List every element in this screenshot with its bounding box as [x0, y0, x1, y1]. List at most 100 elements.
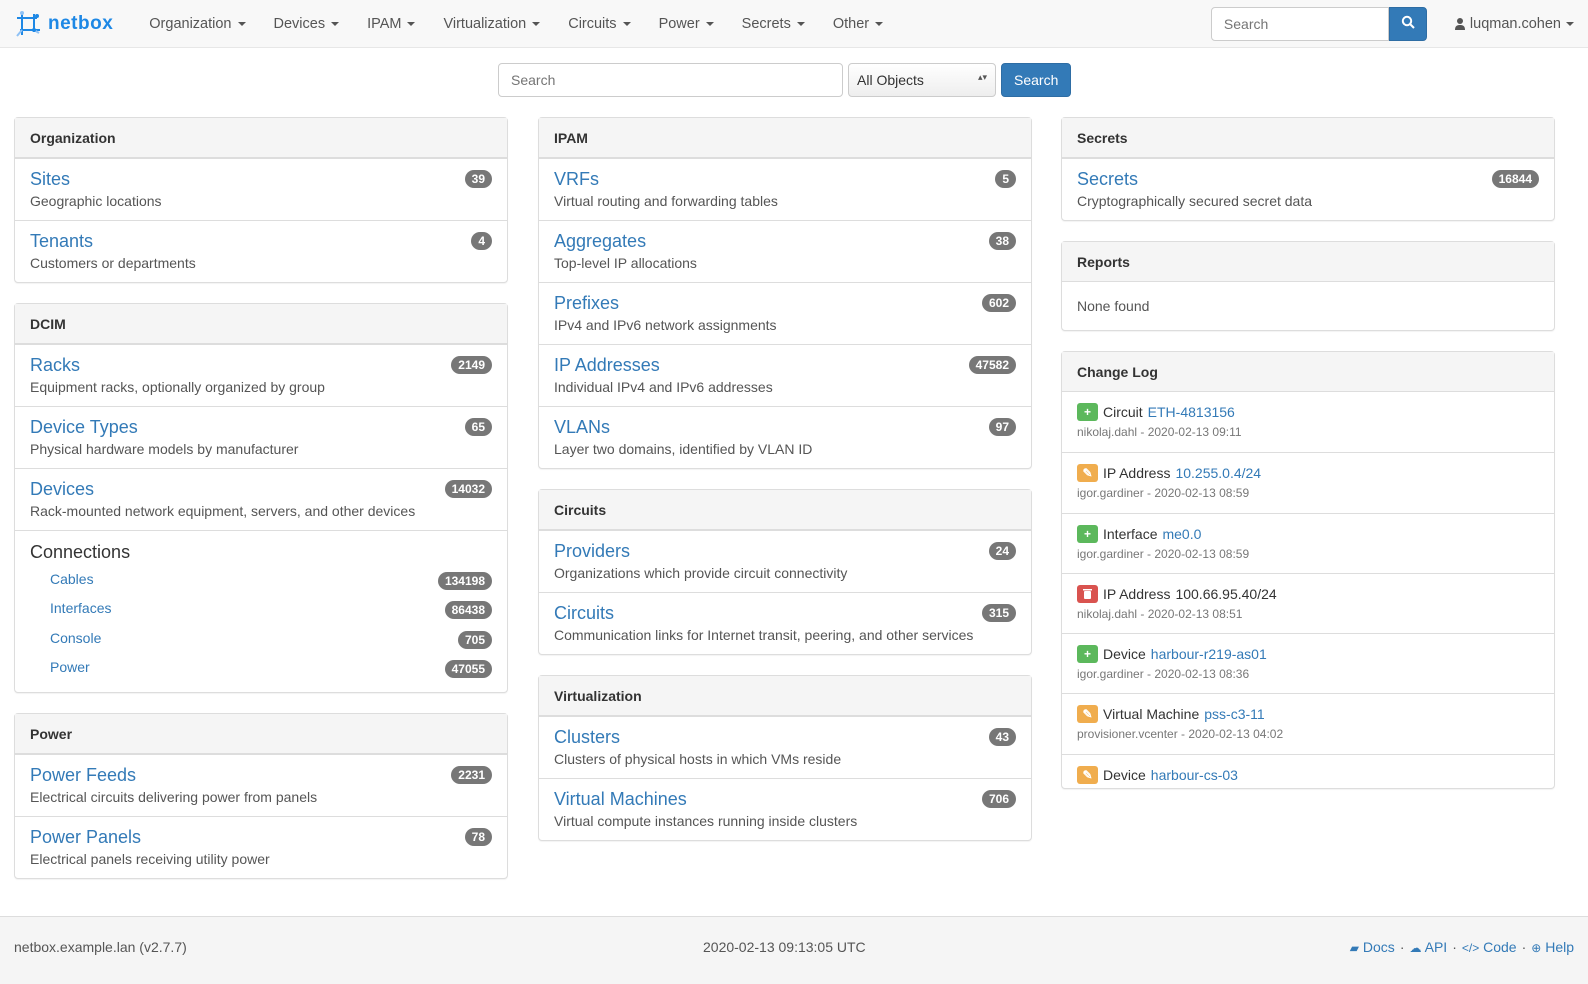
nav-menu-label: Other [832, 15, 870, 32]
item-link[interactable]: Circuits [554, 603, 615, 623]
pencil-icon: ✎ [1077, 705, 1098, 724]
column-middle: IPAM VRFs 5 Virtual routing and forwarding … [538, 117, 1032, 861]
object-link[interactable]: me0.0 [1162, 525, 1202, 542]
panel-organization: Organization Sites 39 Geographic locations T… [14, 117, 508, 283]
item-link[interactable]: Providers [554, 541, 631, 561]
item-link[interactable]: Secrets [1077, 169, 1139, 189]
object-type: Device [1103, 766, 1146, 783]
list-item-vrfs: VRFs 5 Virtual routing and forwarding tabl… [539, 158, 1031, 220]
connection-console: Console 705 [30, 624, 492, 653]
navbar-search-button[interactable] [1388, 6, 1427, 41]
nav-menu-label: Power [658, 15, 700, 32]
connection-link[interactable]: Console [50, 629, 102, 646]
caret-down-icon [875, 21, 884, 26]
panel-reports: Reports None found [1061, 241, 1555, 331]
nav-menu-power[interactable]: Power [659, 16, 714, 32]
list-item-prefixes: Prefixes 602 IPv4 and IPv6 network assignm… [539, 282, 1031, 344]
nav-menu-secrets[interactable]: Secrets [742, 16, 805, 32]
caret-down-icon [796, 21, 805, 26]
caret-down-icon [705, 21, 714, 26]
item-description: Layer two domains, identified by VLAN ID [554, 441, 813, 457]
object-link: 100.66.95.40/24 [1175, 585, 1277, 602]
plus-icon: + [1077, 645, 1098, 664]
item-link[interactable]: Devices [30, 479, 95, 499]
changelog-entry: + Circuit ETH-4813156 nikolaj.dahl - 2020-… [1062, 392, 1554, 452]
nav-menu-circuits[interactable]: Circuits [568, 16, 631, 32]
nav-menu-devices[interactable]: Devices [274, 16, 340, 32]
connection-link[interactable]: Power [50, 658, 90, 675]
separator: · [1521, 938, 1527, 955]
user-menu[interactable]: luqman.cohen [1454, 16, 1574, 32]
count-badge: 14032 [444, 480, 492, 498]
item-description: IPv4 and IPv6 network assignments [554, 317, 777, 333]
footer-link-code[interactable]: </> Code [1462, 939, 1517, 955]
object-link[interactable]: pss-c3-11 [1204, 706, 1265, 723]
connection-link[interactable]: Cables [50, 571, 94, 587]
column-left: Organization Sites 39 Geographic locations T… [14, 117, 508, 899]
item-description: Organizations which provide circuit conn… [554, 565, 848, 581]
panel-power: Power Power Feeds 2231 Electrical circuits … [14, 713, 508, 880]
nav-menu-virtualization[interactable]: Virtualization [443, 15, 541, 32]
panel-heading: DCIM [15, 304, 507, 344]
trash-icon [1077, 584, 1098, 603]
item-description: Cryptographically secured secret data [1077, 193, 1313, 209]
separator: · [1452, 938, 1457, 955]
connection-power: Power 47055 [30, 653, 492, 682]
object-link[interactable]: 10.255.0.4/24 [1175, 465, 1262, 482]
nav-menu-label: Virtualization [443, 15, 527, 32]
nav-menu-other[interactable]: Other [832, 15, 884, 32]
list-item-devices: Devices 14032 Rack-mounted network equipme… [15, 468, 507, 530]
item-link[interactable]: Device Types [30, 417, 138, 437]
brand-logo[interactable]: netbox [14, 10, 113, 38]
item-link[interactable]: Virtual Machines [554, 789, 687, 809]
footer-link-api[interactable]: ☁ API [1409, 939, 1447, 955]
connections-heading: Connections [30, 542, 131, 562]
object-link[interactable]: harbour-r219-as01 [1150, 646, 1267, 663]
nav-menu-label: IPAM [367, 15, 402, 32]
count-badge: 5 [995, 170, 1016, 188]
book-icon: ▰ [1349, 940, 1360, 955]
nav-menu-organization[interactable]: Organization [149, 16, 246, 32]
item-link[interactable]: Prefixes [554, 293, 620, 313]
count-badge: 24 [988, 542, 1016, 560]
change-meta: nikolaj.dahl - 2020-02-13 09:11 [1077, 425, 1242, 439]
caret-down-icon [407, 21, 416, 26]
footer-time: 2020-02-13 09:13:05 UTC [703, 938, 866, 955]
object-type: Device [1103, 646, 1146, 663]
footer-link-docs[interactable]: ▰ Docs [1350, 939, 1395, 955]
item-link[interactable]: VLANs [554, 417, 611, 437]
item-description: Individual IPv4 and IPv6 addresses [554, 379, 773, 395]
panel-ipam: IPAM VRFs 5 Virtual routing and forwarding … [538, 117, 1032, 469]
item-link[interactable]: Clusters [554, 727, 621, 747]
item-link[interactable]: Racks [30, 355, 81, 375]
item-link[interactable]: IP Addresses [554, 355, 660, 375]
count-badge: 134198 [437, 572, 492, 590]
panel-dcim: DCIM Racks 2149 Equipment racks, optionally… [14, 303, 508, 694]
changelog-entry: ✎ Device harbour-cs-03 [1062, 753, 1554, 788]
count-badge: 47055 [444, 659, 492, 678]
search-button[interactable]: Search [1001, 63, 1072, 97]
count-badge: 705 [457, 630, 492, 649]
item-link[interactable]: Aggregates [554, 231, 647, 251]
object-type: Interface [1103, 525, 1158, 542]
item-link[interactable]: Power Panels [30, 827, 142, 848]
caret-down-icon [532, 21, 541, 26]
count-badge: 47582 [968, 356, 1016, 374]
changelog-list[interactable]: + Circuit ETH-4813156 nikolaj.dahl - 2020-… [1062, 392, 1554, 788]
object-type-select[interactable]: All Objects ▴▾ [848, 63, 996, 97]
object-link[interactable]: harbour-cs-03 [1150, 766, 1238, 783]
caret-down-icon [622, 21, 631, 26]
item-link[interactable]: Power Feeds [30, 765, 137, 786]
list-item-power-feeds: Power Feeds 2231 Electrical circuits deliv… [15, 754, 507, 816]
object-type: Circuit [1103, 404, 1143, 420]
object-link[interactable]: ETH-4813156 [1147, 404, 1235, 420]
item-link[interactable]: Tenants [30, 231, 94, 251]
nav-menu-ipam[interactable]: IPAM [367, 15, 416, 32]
item-link[interactable]: VRFs [554, 169, 599, 189]
connection-link[interactable]: Interfaces [50, 600, 112, 617]
footer-link-help[interactable]: ⊕ Help [1531, 939, 1574, 955]
item-link[interactable]: Sites [30, 169, 71, 189]
list-item-power-panels: Power Panels 78 Electrical panels receivin… [15, 816, 507, 878]
navbar-search-input[interactable] [1210, 6, 1389, 41]
search-input[interactable] [498, 63, 843, 97]
